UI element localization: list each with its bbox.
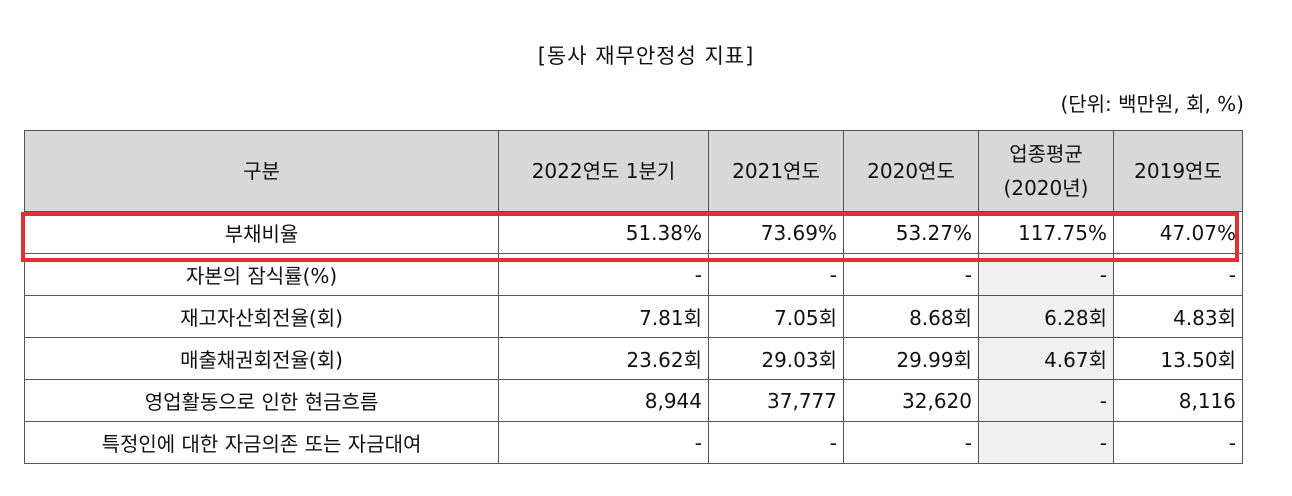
cell: - [1113, 421, 1243, 464]
table-row: 특정인에 대한 자금의존 또는 자금대여 - - - - - [24, 421, 1243, 464]
financial-stability-table: 구분 2022연도 1분기 2021연도 2020연도 업종평균 (2020년)… [24, 130, 1243, 464]
row-label: 자본의 잠식률(%) [24, 253, 499, 296]
row-label: 부채비율 [24, 211, 499, 254]
header-row: 구분 2022연도 1분기 2021연도 2020연도 업종평균 (2020년)… [24, 130, 1243, 212]
cell: 7.81회 [498, 295, 709, 338]
cell: 8.68회 [843, 295, 979, 338]
row-label: 특정인에 대한 자금의존 또는 자금대여 [24, 421, 499, 464]
cell: 37,777 [708, 379, 844, 422]
header-category: 구분 [24, 130, 499, 212]
cell: 32,620 [843, 379, 979, 422]
cell: 51.38% [498, 211, 709, 254]
row-label: 매출채권회전율(회) [24, 337, 499, 380]
cell: 13.50회 [1113, 337, 1243, 380]
cell: - [978, 379, 1114, 422]
cell: 23.62회 [498, 337, 709, 380]
cell: 4.83회 [1113, 295, 1243, 338]
header-2021: 2021연도 [708, 130, 844, 212]
header-2022-q1: 2022연도 1분기 [498, 130, 709, 212]
cell: 73.69% [708, 211, 844, 254]
cell: 4.67회 [978, 337, 1114, 380]
cell: 6.28회 [978, 295, 1114, 338]
cell: 29.99회 [843, 337, 979, 380]
cell: - [708, 253, 844, 296]
header-industry-average-line1: 업종평균 [1009, 142, 1083, 166]
cell: - [708, 421, 844, 464]
cell: - [498, 421, 709, 464]
cell: 47.07% [1113, 211, 1243, 254]
page-title: [동사 재무안정성 지표] [537, 44, 755, 68]
row-label: 재고자산회전율(회) [24, 295, 499, 338]
unit-note: (단위: 백만원, 회, %) [1060, 92, 1244, 116]
header-2020: 2020연도 [843, 130, 979, 212]
cell: - [978, 253, 1114, 296]
cell: - [1113, 253, 1243, 296]
table-row: 자본의 잠식률(%) - - - - - [24, 253, 1243, 296]
cell: - [843, 421, 979, 464]
cell: - [978, 421, 1114, 464]
cell: - [843, 253, 979, 296]
cell: 117.75% [978, 211, 1114, 254]
cell: 8,944 [498, 379, 709, 422]
table-row: 매출채권회전율(회) 23.62회 29.03회 29.99회 4.67회 13… [24, 337, 1243, 380]
header-industry-average-line2: (2020년) [1003, 176, 1089, 200]
cell: - [498, 253, 709, 296]
table-row: 영업활동으로 인한 현금흐름 8,944 37,777 32,620 - 8,1… [24, 379, 1243, 422]
header-industry-average: 업종평균 (2020년) [978, 130, 1114, 212]
cell: 29.03회 [708, 337, 844, 380]
table-row: 재고자산회전율(회) 7.81회 7.05회 8.68회 6.28회 4.83회 [24, 295, 1243, 338]
table-row: 부채비율 51.38% 73.69% 53.27% 117.75% 47.07% [24, 211, 1243, 254]
cell: 8,116 [1113, 379, 1243, 422]
row-label: 영업활동으로 인한 현금흐름 [24, 379, 499, 422]
header-2019: 2019연도 [1113, 130, 1243, 212]
cell: 53.27% [843, 211, 979, 254]
cell: 7.05회 [708, 295, 844, 338]
